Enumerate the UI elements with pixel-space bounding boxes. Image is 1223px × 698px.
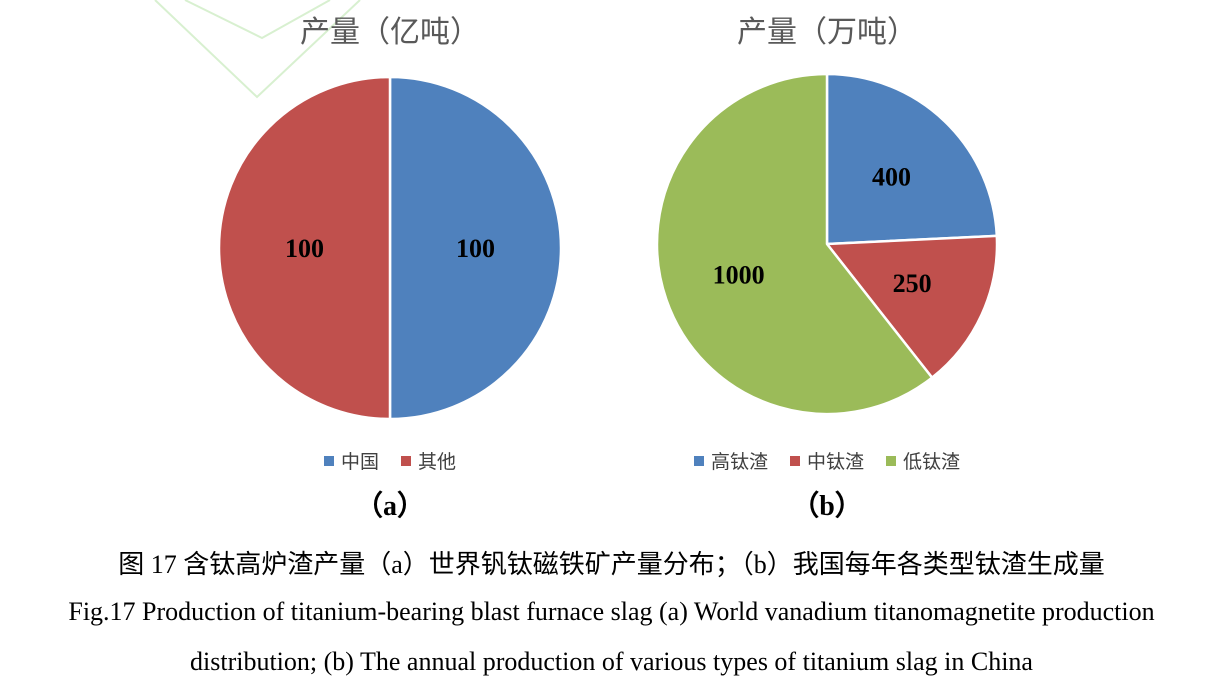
figure-caption-chinese: 图 17 含钛高炉渣产量（a）世界钒钛磁铁矿产量分布；（b）我国每年各类型钛渣生… bbox=[118, 550, 1105, 579]
pie-b-legend-swatch-高钛渣 bbox=[694, 456, 704, 466]
pie-a-legend-label-中国: 中国 bbox=[341, 451, 379, 473]
pie-b-legend: 高钛渣 中钛渣 低钛渣 bbox=[694, 451, 960, 473]
pie-a-slice-中国 bbox=[388, 75, 563, 421]
pie-a-slice-其他 bbox=[217, 75, 392, 421]
figure-caption-english-line-1: Fig.17 Production of titanium-bearing bl… bbox=[68, 597, 1155, 626]
pie-b-slice-低钛渣 bbox=[655, 72, 934, 416]
pie-a-legend-swatch-中国 bbox=[324, 456, 334, 466]
decorative-chevron bbox=[154, 0, 361, 99]
pie-b-slice-高钛渣 bbox=[825, 72, 999, 246]
pie-b-data-label-中钛渣: 250 bbox=[893, 269, 932, 298]
pie-a-legend-label-其他: 其他 bbox=[418, 451, 456, 473]
pie-a-data-label-中国: 100 bbox=[456, 234, 495, 263]
pie-b-data-label-低钛渣: 1000 bbox=[713, 261, 765, 290]
pie-a-legend-swatch-其他 bbox=[401, 456, 411, 466]
panel-label-a: （a） bbox=[355, 489, 425, 522]
pie-b-slices bbox=[655, 72, 999, 416]
pie-b-legend-label-低钛渣: 低钛渣 bbox=[903, 451, 960, 473]
pie-chart-a: 产量（亿吨） 100 100 中国 其他 （a） bbox=[217, 15, 563, 522]
figure-caption-english-line-2: distribution; (b) The annual production … bbox=[190, 647, 1033, 676]
pie-a-slices bbox=[217, 75, 563, 421]
pie-a-labels: 100 100 bbox=[285, 234, 495, 263]
panel-label-b: （b） bbox=[791, 489, 863, 522]
pie-chart-b: 产量（万吨） 400 250 1000 高钛渣 中钛渣 低钛渣 （b） bbox=[655, 15, 999, 522]
pie-b-data-label-高钛渣: 400 bbox=[872, 162, 911, 191]
pie-a-data-label-其他: 100 bbox=[285, 234, 324, 263]
pie-b-legend-label-高钛渣: 高钛渣 bbox=[711, 451, 768, 473]
chart-a-title: 产量（亿吨） bbox=[300, 15, 480, 50]
pie-b-legend-swatch-中钛渣 bbox=[790, 456, 800, 466]
pie-b-legend-swatch-低钛渣 bbox=[886, 456, 896, 466]
pie-b-legend-label-中钛渣: 中钛渣 bbox=[807, 451, 864, 473]
pie-a-legend: 中国 其他 bbox=[324, 451, 456, 473]
pie-b-labels: 400 250 1000 bbox=[713, 162, 932, 297]
pie-b-slice-中钛渣 bbox=[825, 234, 999, 379]
chart-b-title: 产量（万吨） bbox=[737, 15, 917, 50]
